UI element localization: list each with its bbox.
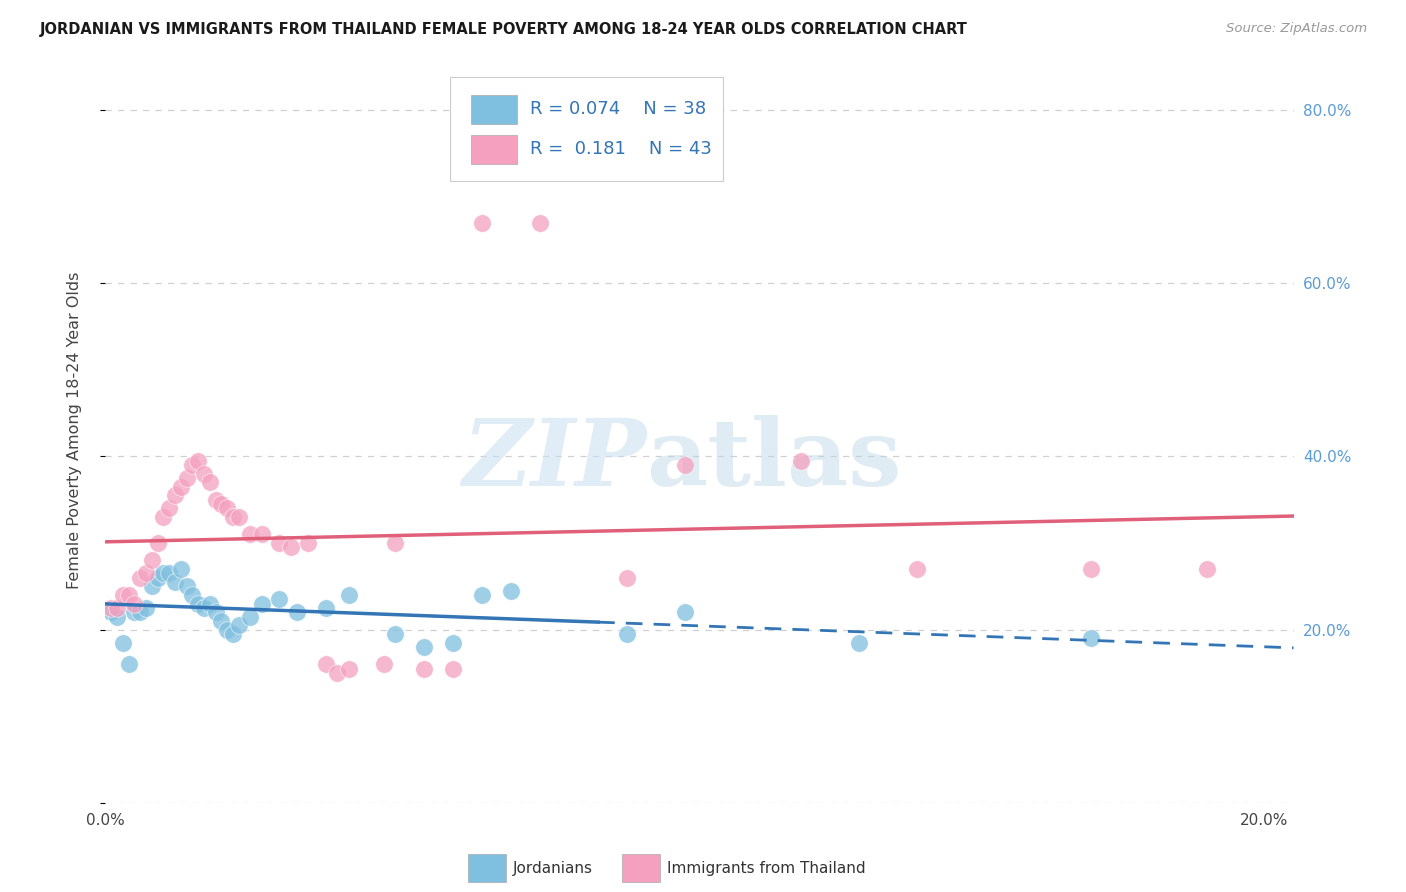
Point bbox=[100, 605, 122, 619]
Point bbox=[129, 605, 152, 619]
Point bbox=[163, 488, 186, 502]
Point bbox=[280, 541, 302, 555]
Point bbox=[269, 592, 291, 607]
Point bbox=[441, 635, 464, 649]
Point bbox=[239, 527, 262, 541]
Point bbox=[152, 510, 174, 524]
FancyBboxPatch shape bbox=[471, 95, 516, 123]
Point bbox=[209, 614, 232, 628]
Point bbox=[111, 588, 134, 602]
Point bbox=[501, 583, 523, 598]
Point bbox=[250, 597, 273, 611]
FancyBboxPatch shape bbox=[468, 855, 506, 882]
Point bbox=[157, 501, 180, 516]
Point bbox=[146, 536, 169, 550]
Point bbox=[413, 640, 436, 654]
Point bbox=[176, 471, 198, 485]
Point bbox=[222, 627, 245, 641]
Point bbox=[471, 588, 494, 602]
Point bbox=[384, 536, 406, 550]
Point bbox=[848, 635, 870, 649]
Point bbox=[616, 571, 638, 585]
Text: Jordanians: Jordanians bbox=[513, 861, 593, 876]
Point bbox=[176, 579, 198, 593]
Point bbox=[152, 566, 174, 581]
Point bbox=[315, 601, 337, 615]
Point bbox=[209, 497, 232, 511]
Point bbox=[285, 605, 308, 619]
Point bbox=[1080, 562, 1102, 576]
Text: R = 0.074    N = 38: R = 0.074 N = 38 bbox=[530, 100, 706, 118]
Point bbox=[337, 662, 360, 676]
Point bbox=[217, 501, 239, 516]
Point bbox=[1195, 562, 1218, 576]
Point bbox=[141, 579, 163, 593]
Point bbox=[315, 657, 337, 672]
Point bbox=[163, 574, 186, 589]
Point bbox=[905, 562, 928, 576]
Point bbox=[222, 510, 245, 524]
Point bbox=[187, 597, 209, 611]
Point bbox=[1080, 632, 1102, 646]
Point bbox=[170, 480, 193, 494]
Point bbox=[135, 601, 157, 615]
Point bbox=[250, 527, 273, 541]
FancyBboxPatch shape bbox=[623, 855, 661, 882]
Point bbox=[337, 588, 360, 602]
Point bbox=[105, 609, 128, 624]
Point bbox=[790, 453, 813, 467]
Text: atlas: atlas bbox=[645, 415, 901, 505]
Point bbox=[269, 536, 291, 550]
Point bbox=[326, 665, 349, 680]
Point bbox=[373, 657, 395, 672]
Point bbox=[204, 492, 226, 507]
Point bbox=[228, 618, 250, 632]
Point bbox=[193, 467, 215, 481]
Point bbox=[100, 601, 122, 615]
Point bbox=[124, 605, 146, 619]
Point bbox=[413, 662, 436, 676]
Text: Source: ZipAtlas.com: Source: ZipAtlas.com bbox=[1226, 22, 1367, 36]
Text: ZIP: ZIP bbox=[461, 415, 645, 505]
Point bbox=[146, 571, 169, 585]
Point bbox=[170, 562, 193, 576]
Point bbox=[471, 215, 494, 229]
FancyBboxPatch shape bbox=[471, 136, 516, 164]
Point bbox=[616, 627, 638, 641]
Point bbox=[228, 510, 250, 524]
Point bbox=[198, 597, 221, 611]
Point bbox=[673, 605, 696, 619]
Point bbox=[157, 566, 180, 581]
Point bbox=[193, 601, 215, 615]
Point bbox=[673, 458, 696, 472]
Point bbox=[297, 536, 319, 550]
Point bbox=[384, 627, 406, 641]
Point bbox=[117, 657, 139, 672]
Point bbox=[141, 553, 163, 567]
Point bbox=[124, 597, 146, 611]
Point bbox=[181, 458, 204, 472]
Point bbox=[135, 566, 157, 581]
Point bbox=[111, 635, 134, 649]
Point bbox=[239, 609, 262, 624]
Text: Immigrants from Thailand: Immigrants from Thailand bbox=[668, 861, 866, 876]
Point bbox=[204, 605, 226, 619]
FancyBboxPatch shape bbox=[450, 77, 723, 181]
Point bbox=[198, 475, 221, 490]
Point bbox=[217, 623, 239, 637]
Point bbox=[117, 588, 139, 602]
Point bbox=[181, 588, 204, 602]
Text: JORDANIAN VS IMMIGRANTS FROM THAILAND FEMALE POVERTY AMONG 18-24 YEAR OLDS CORRE: JORDANIAN VS IMMIGRANTS FROM THAILAND FE… bbox=[39, 22, 967, 37]
Y-axis label: Female Poverty Among 18-24 Year Olds: Female Poverty Among 18-24 Year Olds bbox=[67, 272, 82, 589]
Point bbox=[187, 453, 209, 467]
Point bbox=[441, 662, 464, 676]
Text: R =  0.181    N = 43: R = 0.181 N = 43 bbox=[530, 140, 711, 158]
Point bbox=[105, 601, 128, 615]
Point bbox=[529, 215, 551, 229]
Point bbox=[129, 571, 152, 585]
